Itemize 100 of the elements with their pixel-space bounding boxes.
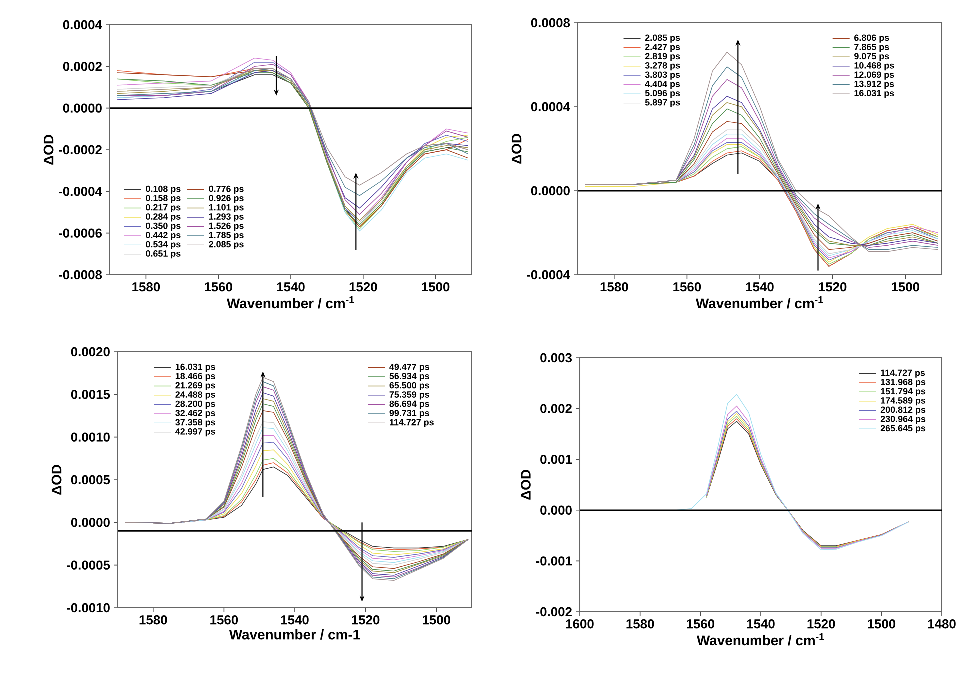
legend-label: 0.284 ps — [146, 214, 181, 222]
legend-label: 99.731 ps — [390, 410, 430, 418]
y-tick-label: -0.0004 — [59, 187, 102, 196]
legend-label: 1.526 ps — [209, 222, 244, 231]
legend-label: 114.727 ps — [390, 419, 434, 428]
legend-label: 12.069 ps — [854, 72, 894, 80]
legend-label: 0.651 ps — [146, 250, 181, 259]
y-axis-title: ΔOD — [52, 465, 62, 495]
legend-label: 6.806 ps — [854, 34, 890, 43]
y-tick-label: 0.0000 — [531, 186, 570, 196]
x-tick-label: 1560 — [674, 282, 702, 292]
x-tick-label: 1540 — [277, 282, 305, 292]
x-tick-label: 1580 — [140, 616, 168, 625]
y-tick-label: -0.001 — [536, 556, 572, 566]
y-tick-label: 0.003 — [540, 353, 572, 363]
x-tick-label: 1540 — [281, 616, 309, 625]
legend-label: 0.108 ps — [146, 186, 181, 194]
legend-label: 18.466 ps — [176, 373, 216, 382]
x-tick-label: 1580 — [600, 282, 628, 292]
legend-label: 0.776 ps — [209, 186, 244, 194]
x-tick-label: 1520 — [808, 620, 836, 629]
y-tick-label: 0.0000 — [71, 518, 110, 528]
y-tick-label: 0.000 — [540, 506, 572, 515]
legend-label: 0.158 ps — [146, 195, 181, 204]
y-tick-label: -0.0005 — [67, 560, 110, 570]
x-tick-label: 1560 — [210, 616, 238, 625]
x-axis-title: Wavenumber / cm$^{-1}$ — [696, 296, 824, 309]
legend-label: 265.645 ps — [880, 425, 926, 434]
legend-label: 13.912 ps — [854, 80, 894, 90]
x-tick-label: 1580 — [132, 282, 160, 292]
legend-label: 2.085 ps — [645, 34, 680, 43]
y-tick-label: 0.0020 — [71, 347, 110, 357]
y-tick-label: -0.0002 — [59, 145, 102, 155]
legend-label: 7.865 ps — [854, 44, 890, 52]
legend-label: 1.101 ps — [209, 204, 244, 212]
legend-label: 24.488 ps — [176, 392, 216, 400]
y-axis-title: ΔOD — [44, 135, 54, 165]
y-tick-label: 0.0004 — [63, 20, 102, 30]
x-tick-label: 1500 — [423, 616, 450, 625]
y-tick-label: 0.0010 — [71, 432, 110, 442]
legend-label: 0.217 ps — [146, 204, 181, 212]
legend-label: 21.269 ps — [176, 382, 216, 390]
legend-label: 10.468 ps — [854, 62, 894, 71]
legend-label: 4.404 ps — [645, 80, 680, 90]
legend-label: 9.075 ps — [854, 53, 890, 62]
legend-label: 28.200 ps — [176, 400, 216, 409]
y-tick-label: -0.0006 — [59, 228, 102, 238]
y-tick-label: -0.0004 — [527, 270, 570, 280]
legend-label: 200.812 ps — [880, 406, 926, 415]
x-tick-label: 1480 — [928, 620, 956, 629]
legend-label: 37.358 ps — [176, 419, 216, 428]
legend-label: 56.934 ps — [390, 373, 430, 382]
legend-label: 16.031 ps — [854, 90, 894, 98]
legend-label: 49.477 ps — [390, 364, 430, 372]
y-tick-label: 0.0015 — [71, 390, 110, 400]
y-tick-label: -0.002 — [536, 607, 572, 617]
x-tick-label: 1520 — [352, 616, 380, 625]
y-tick-label: 0.0000 — [63, 104, 102, 113]
legend-label: 16.031 ps — [176, 364, 216, 372]
x-tick-label: 1500 — [422, 282, 450, 292]
legend-label: 131.968 ps — [881, 379, 926, 388]
legend-label: 75.359 ps — [390, 392, 430, 400]
legend-label: 5.897 ps — [645, 99, 680, 108]
y-tick-label: 0.001 — [540, 455, 572, 464]
y-axis-title: ΔOD — [512, 134, 522, 164]
x-axis-title: Wavenumber / cm-1 — [229, 630, 360, 640]
legend-label: 2.085 ps — [209, 241, 244, 250]
y-tick-label: 0.0008 — [531, 18, 570, 28]
y-tick-label: -0.0008 — [59, 270, 102, 280]
legend-label: 0.534 ps — [146, 241, 181, 250]
x-tick-label: 1520 — [819, 282, 847, 292]
legend-label: 3.803 ps — [645, 72, 680, 80]
y-axis-title: ΔOD — [521, 470, 531, 500]
legend-label: 1.785 ps — [209, 232, 244, 240]
x-axis-title: Wavenumber / cm$^{-1}$ — [697, 634, 824, 646]
legend-label: 3.278 ps — [645, 62, 680, 71]
x-tick-label: 1540 — [747, 620, 775, 629]
legend-label: 0.926 ps — [209, 195, 244, 204]
legend-label: 2.427 ps — [645, 44, 680, 52]
y-tick-label: 0.002 — [540, 404, 572, 414]
y-tick-label: 0.0002 — [63, 62, 102, 72]
x-tick-label: 1500 — [868, 620, 896, 629]
legend-label: 32.462 ps — [176, 410, 216, 418]
legend-label: 0.442 ps — [146, 232, 181, 240]
legend-label: 151.794 ps — [881, 388, 926, 396]
legend-label: 174.589 ps — [881, 398, 926, 406]
legend-label: 65.500 ps — [390, 382, 430, 390]
legend-label: 114.727 ps — [881, 370, 926, 378]
legend-label: 230.964 ps — [880, 416, 926, 424]
legend-label: 5.096 ps — [645, 90, 680, 98]
legend-label: 1.293 ps — [209, 214, 244, 222]
legend-label: 86.694 ps — [390, 400, 430, 409]
x-tick-label: 1560 — [687, 620, 715, 629]
x-tick-label: 1500 — [892, 282, 920, 292]
legend-label: 0.350 ps — [146, 222, 181, 231]
legend-label: 42.997 ps — [176, 428, 216, 437]
x-axis-title: Wavenumber / cm$^{-1}$ — [227, 296, 354, 309]
x-tick-label: 1560 — [205, 282, 232, 292]
x-tick-label: 1600 — [566, 620, 594, 629]
y-tick-label: 0.0004 — [531, 102, 570, 112]
